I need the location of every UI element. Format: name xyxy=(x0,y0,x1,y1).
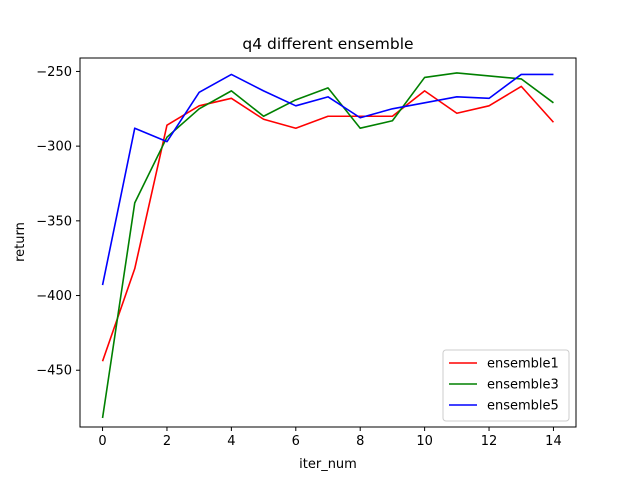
x-tick-label: 0 xyxy=(98,434,106,449)
plot-frame xyxy=(79,57,577,428)
legend-label: ensemble3 xyxy=(487,378,559,393)
y-tick-label: −250 xyxy=(36,65,72,80)
x-axis-title: iter_num xyxy=(299,457,357,472)
series-line-ensemble5 xyxy=(101,73,554,286)
x-tick-label: 2 xyxy=(163,434,171,449)
x-tick-label: 6 xyxy=(292,434,300,449)
legend: ensemble1 ensemble3 ensemble5 xyxy=(442,349,570,422)
y-tick-label: −300 xyxy=(36,140,72,155)
x-tick-label: 12 xyxy=(481,434,498,449)
legend-label: ensemble5 xyxy=(487,399,559,414)
legend-box xyxy=(442,349,570,422)
y-tick-label: −400 xyxy=(36,289,72,304)
chart-title: q4 different ensemble xyxy=(242,35,413,53)
x-tick-label: 8 xyxy=(356,434,364,449)
series-line-ensemble3 xyxy=(101,72,554,419)
x-tick-label: 4 xyxy=(227,434,235,449)
y-tick-label: −450 xyxy=(36,364,72,379)
y-axis-title: return xyxy=(13,222,28,262)
x-tick-label: 10 xyxy=(416,434,433,449)
legend-label: ensemble1 xyxy=(487,357,559,372)
x-tick-label: 14 xyxy=(545,434,562,449)
series-line-ensemble1 xyxy=(101,85,555,362)
y-tick-label: −350 xyxy=(36,214,72,229)
